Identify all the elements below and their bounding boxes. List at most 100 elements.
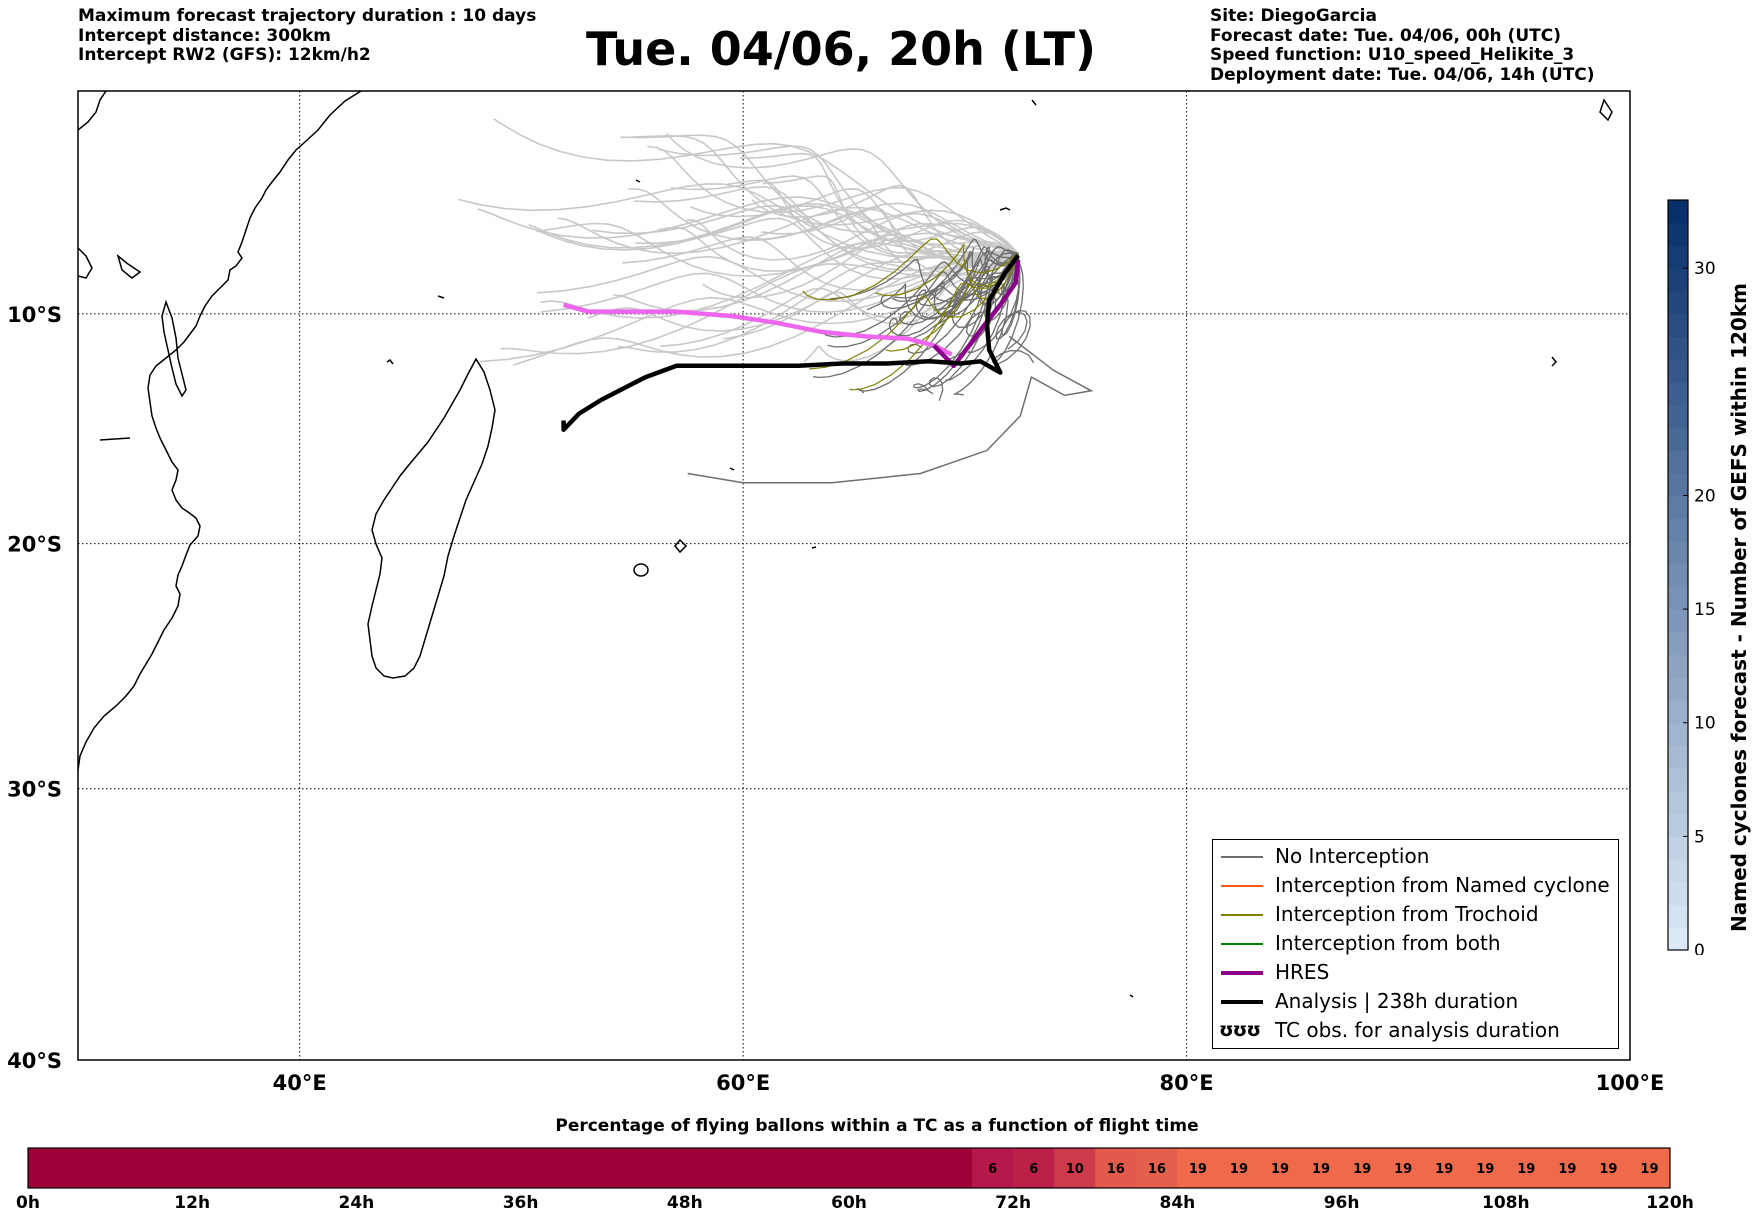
coastline-lake-tanganyika [116, 253, 142, 279]
colorbar-segment [1668, 836, 1688, 860]
time-strip-value: 19 [1394, 1162, 1412, 1177]
map-frame [77, 90, 1631, 1061]
time-strip-tick-label: 24h [338, 1193, 375, 1213]
time-strip-tick-label: 84h [1159, 1193, 1196, 1213]
colorbar-segment [1668, 245, 1688, 269]
page-title: Tue. 04/06, 20h (LT) [0, 22, 1754, 76]
time-strip-cell [1136, 1148, 1178, 1188]
colorbar-segment [1668, 472, 1688, 497]
colorbar-segment [1668, 450, 1688, 474]
legend-label: No Interception [1275, 844, 1430, 868]
faint-trajectory [500, 252, 1019, 355]
speed-function-text: Speed function: U10_speed_Helikite_3 [1210, 45, 1575, 65]
intercept-rw2-text: Intercept RW2 (GFS): 12km/h2 [78, 45, 371, 65]
time-strip-tick-label: 0h [16, 1193, 40, 1213]
lat-tick-label: 10°S [7, 303, 62, 327]
time-strip-tick-label: 72h [995, 1193, 1032, 1213]
island-seychelles [437, 295, 445, 299]
map-gridlines [78, 91, 1630, 1060]
legend-label: Analysis | 238h duration [1275, 989, 1519, 1013]
no-interception-trajectory [929, 249, 1019, 318]
time-strip-cell [1095, 1148, 1137, 1188]
time-strip-value: 10 [1066, 1162, 1084, 1177]
island-small [729, 467, 735, 471]
coastline-africa [78, 91, 362, 771]
legend-label: TC obs. for analysis duration [1275, 1018, 1560, 1042]
coastlines [78, 91, 1613, 998]
no-interception-trajectory [907, 252, 1019, 355]
time-strip-cell [1259, 1148, 1302, 1188]
colorbar-segment [1668, 813, 1688, 837]
legend-swatch [1221, 971, 1263, 975]
tc-obs-symbol: ʊʊʊ [1219, 1019, 1261, 1041]
site-text: Site: DiegoGarcia [1210, 6, 1377, 26]
colorbar-segment [1668, 745, 1688, 769]
legend-item-trochoid: Interception from Trochoid [1213, 902, 1618, 928]
lon-tick-label: 40°E [273, 1071, 327, 1095]
legend-label: Interception from Trochoid [1275, 902, 1539, 926]
faint-trajectory [647, 145, 1019, 254]
time-strip-cell [1628, 1148, 1671, 1188]
no-interception-trajectory [913, 252, 1019, 392]
island-st-paul [1129, 994, 1134, 998]
colorbar-tick-label: 15 [1694, 600, 1716, 620]
faint-trajectory [658, 145, 1019, 254]
colorbar: 0 5 10 15 20 30 [1667, 199, 1716, 955]
lon-tick-label: 60°E [716, 1071, 770, 1095]
island-chagos-n [999, 207, 1011, 211]
legend-label: Interception from Named cyclone [1275, 873, 1610, 897]
time-strip-cell [1054, 1148, 1096, 1188]
colorbar-segment [1668, 222, 1688, 247]
time-strip-value: 6 [1029, 1162, 1038, 1177]
time-strip-tick-label: 108h [1482, 1193, 1530, 1213]
colorbar-segment [1668, 381, 1688, 406]
time-strip-value: 19 [1312, 1162, 1330, 1177]
time-strip-value: 19 [1558, 1162, 1576, 1177]
intercept-distance-text: Intercept distance: 300km [78, 25, 331, 46]
colorbar-segment [1668, 768, 1688, 792]
faint-trajectory [620, 134, 1019, 254]
colorbar-label: Named cyclones forecast - Number of GEFS… [1727, 283, 1751, 932]
time-strip-cell [1013, 1148, 1055, 1188]
map-axis-labels: 10°S 20°S 30°S 40°S 40°E 60°E 80°E 100°E [7, 303, 1664, 1095]
time-strip-cell [1341, 1148, 1384, 1188]
trochoid-trajectory [875, 242, 1019, 297]
lat-tick-label: 20°S [7, 533, 62, 557]
faint-trajectory [666, 132, 1019, 255]
main-trajectories [561, 254, 1021, 432]
colorbar-segment [1668, 290, 1688, 315]
no-interception-trajectory [880, 238, 1019, 310]
hres-trajectory [932, 259, 1021, 369]
analysis-trajectory [561, 254, 1020, 432]
colorbar-segment [1668, 540, 1688, 565]
island-rodrigues [811, 546, 817, 549]
time-strip-value: 19 [1189, 1162, 1207, 1177]
colorbar-frame [1667, 199, 1689, 951]
colorbar-segment [1668, 404, 1688, 428]
no-interception-trajectory [899, 246, 1019, 326]
lat-tick-label: 40°S [7, 1049, 62, 1073]
legend-swatch [1221, 1000, 1263, 1004]
island-comoros [386, 358, 394, 365]
time-strip-cell [1177, 1148, 1219, 1188]
legend-item-both: Interception from both [1213, 931, 1618, 957]
colorbar-segment [1668, 927, 1688, 951]
lake-kariba [99, 437, 131, 441]
island-maldives [1031, 99, 1037, 106]
time-strip-cell [1546, 1148, 1589, 1188]
island-cocos [1551, 356, 1558, 367]
deployment-date-text: Deployment date: Tue. 04/06, 14h (UTC) [1210, 64, 1595, 85]
faint-trajectory [513, 252, 1019, 366]
colorbar-tick-label: 0 [1694, 941, 1705, 955]
coastline-lake-victoria [78, 247, 93, 279]
time-strip-tick-label: 96h [1323, 1193, 1360, 1213]
time-strip-value: 6 [988, 1162, 997, 1177]
colorbar-tick-label: 5 [1694, 827, 1705, 847]
max-duration-text: Maximum forecast trajectory duration : 1… [78, 6, 537, 26]
colorbar-segment [1668, 722, 1688, 747]
forecast-date-text: Forecast date: Tue. 04/06, 00h (UTC) [1210, 25, 1561, 46]
time-strip-value: 19 [1640, 1162, 1658, 1177]
colorbar-segment [1668, 677, 1688, 701]
island-mauritius [674, 538, 688, 554]
time-strip-value: 16 [1107, 1162, 1125, 1177]
